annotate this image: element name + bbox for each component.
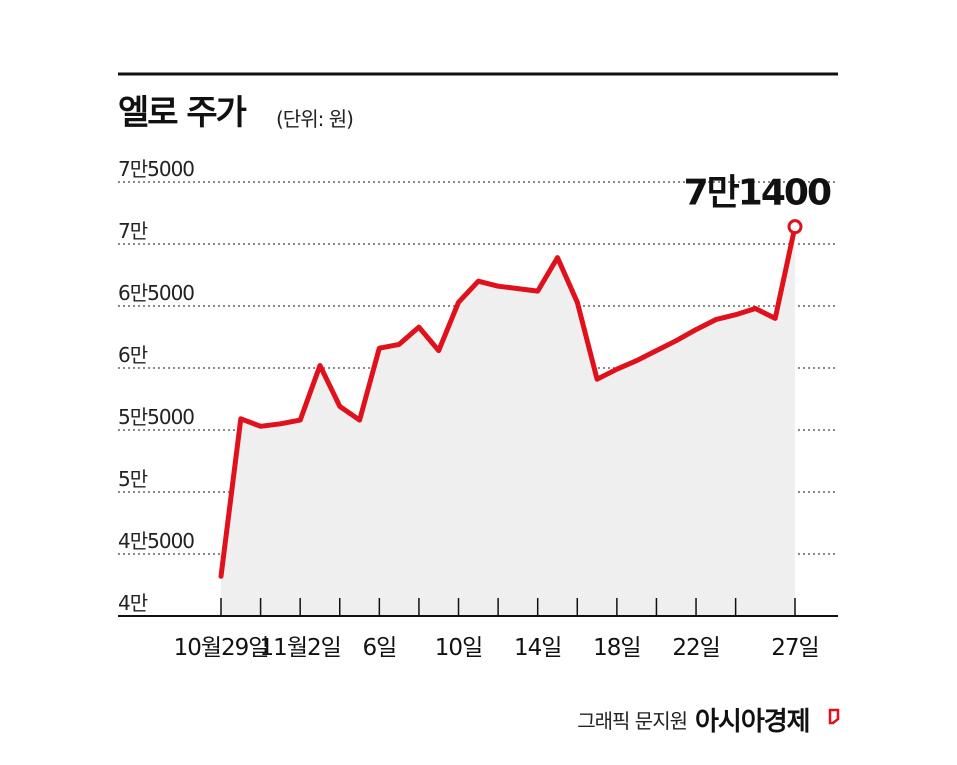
data-points [220, 226, 796, 577]
y-tick-label: 6만 [118, 343, 148, 367]
price-area [221, 226, 795, 616]
y-tick-label: 7만5000 [118, 157, 194, 181]
x-tick-label: 11월2일 [260, 635, 341, 661]
peak-annotation: 7만1400 [684, 173, 831, 214]
graphic-credit: 그래픽 문지원 [577, 709, 687, 733]
peak-marker [787, 219, 803, 235]
x-tick-label: 14일 [514, 635, 561, 661]
brand-logo: 아시아경제 [695, 707, 810, 737]
x-tick-label: 22일 [672, 635, 719, 661]
y-tick-label: 5만 [118, 467, 148, 491]
brand-mark-icon [828, 708, 840, 725]
y-tick-label: 4만 [118, 591, 148, 615]
y-axis-ticks: 4만 4만5000 5만 5만5000 6만 6만5000 7만 7만5000 [118, 157, 195, 615]
chart-title: 엘로 주가 [118, 93, 247, 133]
x-tick-label: 6일 [362, 635, 396, 661]
unit-label: (단위: 원) [276, 107, 353, 131]
y-tick-label: 7만 [118, 219, 148, 243]
y-tick-label: 5만5000 [118, 405, 194, 429]
x-tick-label: 27일 [771, 635, 818, 661]
x-tick-label: 10월29일 [174, 635, 269, 661]
x-tick-label: 10일 [435, 635, 482, 661]
y-tick-label: 6만5000 [118, 281, 194, 305]
x-tick-label: 18일 [593, 635, 640, 661]
price-line [218, 224, 798, 579]
y-tick-label: 4만5000 [118, 529, 194, 553]
